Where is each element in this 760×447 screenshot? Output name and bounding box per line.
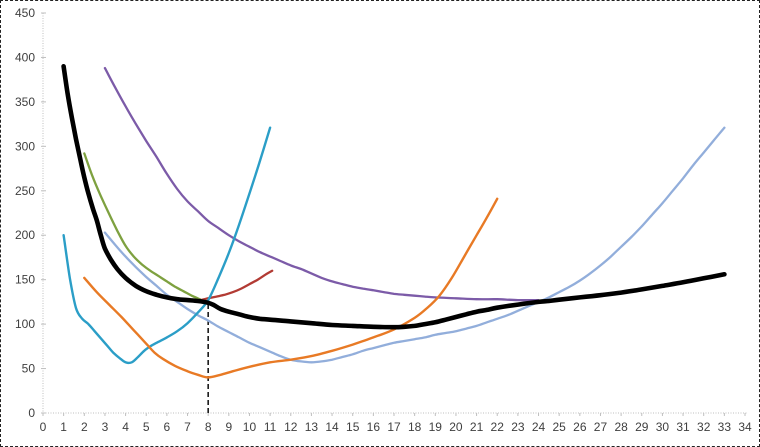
x-tick-label: 16 — [367, 420, 381, 434]
x-tick-label: 23 — [511, 420, 525, 434]
y-tick-label: 400 — [15, 50, 35, 64]
series-srac-lightblue — [103, 126, 726, 364]
x-tick-label: 25 — [552, 420, 566, 434]
x-tick-label: 0 — [40, 420, 47, 434]
x-tick-label: 32 — [697, 420, 711, 434]
x-tick-label: 29 — [635, 420, 649, 434]
x-tick-label: 22 — [491, 420, 505, 434]
x-tick-label: 14 — [325, 420, 339, 434]
y-axis: 0 50 100 150 200 250 300 350 400 450 — [15, 6, 46, 420]
series-lrac-black — [61, 64, 727, 330]
x-tick-label: 11 — [264, 420, 277, 434]
series-srac-darkred — [190, 269, 274, 303]
x-tick-label: 4 — [122, 420, 129, 434]
x-tick-label: 15 — [346, 420, 360, 434]
x-tick-label: 17 — [387, 420, 401, 434]
x-tick-label: 31 — [676, 420, 690, 434]
y-tick-label: 450 — [15, 6, 35, 20]
y-tick-label: 150 — [15, 273, 35, 287]
x-tick-label: 8 — [205, 420, 212, 434]
y-tick-label: 200 — [15, 228, 35, 242]
y-tick-label: 300 — [15, 139, 35, 153]
x-tick-label: 5 — [143, 420, 150, 434]
x-tick-label: 24 — [532, 420, 546, 434]
series-srac-purple — [103, 66, 540, 302]
series-srac-teal — [62, 126, 272, 365]
x-tick-label: 20 — [449, 420, 463, 434]
x-tick-label: 26 — [573, 420, 587, 434]
x-tick-label: 6 — [164, 420, 171, 434]
x-tick-label: 7 — [184, 420, 191, 434]
x-tick-label: 30 — [656, 420, 670, 434]
series-srac-green — [83, 152, 202, 301]
y-tick-label: 50 — [22, 362, 36, 376]
x-tick-label: 9 — [225, 420, 232, 434]
x-axis: 0 1 2 3 4 5 6 7 8 9 10 11 12 13 14 15 16 17 18 19 20 21 22 23 24… — [40, 413, 752, 434]
axes — [42, 13, 748, 414]
y-tick-label: 100 — [15, 317, 35, 331]
x-tick-label: 12 — [284, 420, 298, 434]
x-tick-label: 27 — [594, 420, 608, 434]
y-tick-label: 0 — [28, 406, 35, 420]
x-tick-label: 13 — [305, 420, 319, 434]
x-tick-label: 28 — [614, 420, 628, 434]
x-tick-label: 10 — [243, 420, 257, 434]
y-tick-label: 350 — [15, 95, 35, 109]
x-tick-label: 18 — [408, 420, 422, 434]
x-tick-label: 34 — [738, 420, 752, 434]
x-tick-label: 21 — [470, 420, 484, 434]
x-tick-label: 1 — [60, 420, 67, 434]
x-tick-label: 2 — [81, 420, 88, 434]
x-tick-label: 19 — [429, 420, 443, 434]
x-tick-label: 33 — [718, 420, 732, 434]
series-srac-orange — [83, 197, 499, 379]
y-tick-label: 250 — [15, 184, 35, 198]
x-tick-label: 3 — [102, 420, 109, 434]
